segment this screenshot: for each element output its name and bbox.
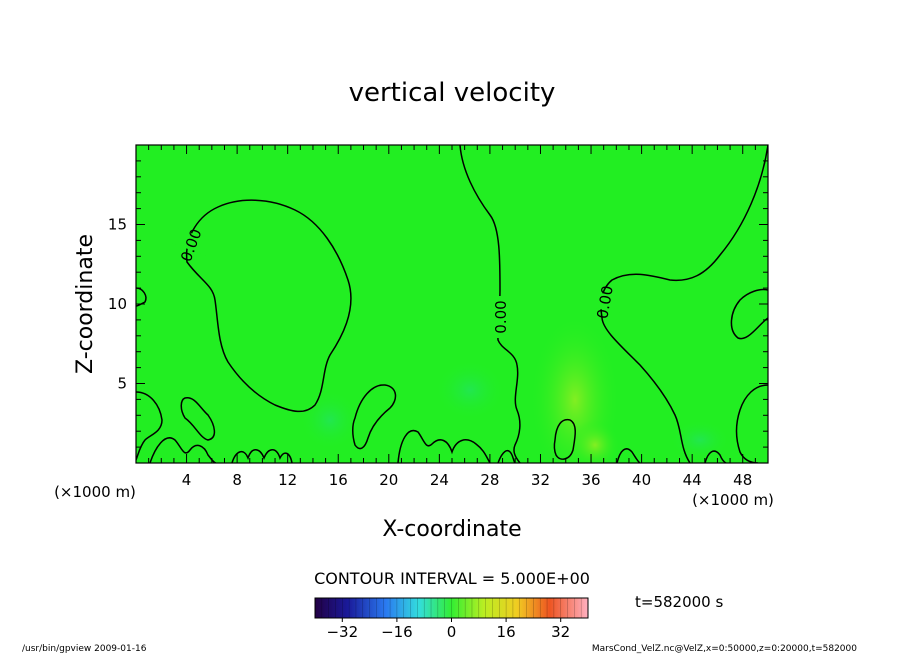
x-axis-title: X-coordinate bbox=[382, 517, 521, 542]
field-area: 0.00 0.00 0.00 bbox=[136, 145, 768, 463]
time-label: t=582000 s bbox=[635, 593, 723, 611]
x-tick-label: 32 bbox=[531, 471, 550, 489]
x-tick-label: 8 bbox=[232, 471, 242, 489]
footer-right: MarsCond_VelZ.nc@VelZ,x=0:50000,z=0:2000… bbox=[592, 644, 857, 654]
y-tick-label: 5 bbox=[117, 375, 127, 393]
colorbar-tick-label: 16 bbox=[497, 623, 516, 641]
contour-interval-text: CONTOUR INTERVAL = 5.000E+00 bbox=[314, 569, 590, 588]
x-axis: 4 8 12 16 20 24 28 32 36 40 44 48 bbox=[148, 145, 756, 489]
contour-line-blob-1 bbox=[180, 397, 216, 441]
colorbar-tick-label: −16 bbox=[381, 623, 413, 641]
contour-label: 0.00 bbox=[492, 300, 510, 333]
x-unit-label: (×1000 m) bbox=[692, 491, 774, 509]
contour-line-bottom-noise-3 bbox=[397, 429, 491, 463]
zero-contours bbox=[136, 145, 768, 463]
contour-line-left-cell bbox=[185, 199, 352, 413]
y-axis: 5 10 15 bbox=[108, 160, 768, 448]
colorbar-tick-label: −32 bbox=[326, 623, 358, 641]
y-tick-label: 10 bbox=[108, 295, 127, 313]
footer-left: /usr/bin/gpview 2009-01-16 bbox=[22, 644, 147, 654]
contour-line-center bbox=[459, 145, 521, 463]
x-tick-label: 40 bbox=[632, 471, 651, 489]
y-axis-title: Z-coordinate bbox=[73, 234, 98, 374]
contour-line-bottom-noise-4 bbox=[497, 449, 516, 463]
y-unit-label: (×1000 m) bbox=[54, 483, 136, 501]
cool-region bbox=[300, 390, 360, 450]
contour-label-group: 0.00 0.00 0.00 bbox=[170, 227, 628, 338]
contour-line-bottom-noise-6 bbox=[704, 450, 727, 463]
contour-label: 0.00 bbox=[593, 284, 617, 320]
colorbar-ticks: −32 −16 0 16 32 bbox=[321, 598, 582, 641]
x-tick-label: 16 bbox=[329, 471, 348, 489]
colorbar-tick-label: 0 bbox=[447, 623, 457, 641]
colorbar-tick-label: 32 bbox=[551, 623, 570, 641]
contour-line-blob-3 bbox=[553, 418, 576, 460]
contour-line-bottom-left bbox=[136, 391, 163, 461]
contour-line-bottom-noise-2 bbox=[231, 449, 293, 463]
x-tick-label: 44 bbox=[683, 471, 702, 489]
x-tick-label: 48 bbox=[733, 471, 752, 489]
contour-line-bottom-noise-5 bbox=[616, 448, 641, 463]
contour-line-right bbox=[600, 145, 768, 463]
x-tick-label: 12 bbox=[278, 471, 297, 489]
contour-line-left-edge bbox=[136, 287, 147, 307]
x-tick-label: 36 bbox=[581, 471, 600, 489]
x-tick-label: 4 bbox=[182, 471, 192, 489]
warm-region bbox=[570, 420, 620, 463]
x-tick-label: 20 bbox=[379, 471, 398, 489]
contour-line-blob-2 bbox=[352, 384, 397, 450]
contour-line-bottom-right bbox=[735, 384, 768, 463]
contour-line-right-cell bbox=[730, 288, 768, 340]
contour-line-bottom-noise-1 bbox=[149, 437, 217, 463]
x-tick-label: 28 bbox=[480, 471, 499, 489]
y-tick-label: 15 bbox=[108, 216, 127, 234]
x-tick-label: 24 bbox=[430, 471, 449, 489]
chart-title: vertical velocity bbox=[349, 78, 556, 108]
cool-region bbox=[435, 360, 505, 420]
